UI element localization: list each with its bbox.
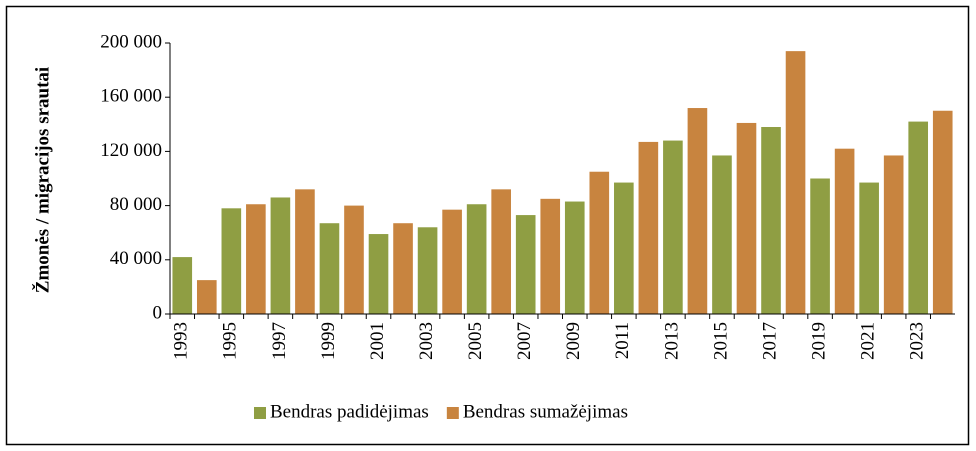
- bar: [589, 171, 610, 314]
- bar: [417, 227, 438, 314]
- bar: [319, 223, 340, 314]
- bar: [761, 127, 781, 314]
- bar: [221, 208, 242, 314]
- y-tick-label: 200 000: [100, 31, 162, 52]
- legend-label: Bendras padidėjimas: [270, 401, 429, 422]
- x-tick-label: 2003: [416, 322, 437, 360]
- y-tick-label: 160 000: [100, 86, 162, 107]
- bar: [932, 110, 953, 314]
- x-tick-label: 2011: [612, 322, 633, 359]
- bar: [540, 198, 561, 314]
- bar: [883, 155, 904, 314]
- legend-swatch: [254, 407, 266, 419]
- x-tick-label: 1995: [220, 322, 241, 360]
- legend-label: Bendras sumažėjimas: [463, 401, 628, 422]
- bar: [736, 122, 757, 314]
- bar: [614, 182, 634, 314]
- y-tick-label: 80 000: [110, 194, 162, 215]
- x-tick-label: 2001: [367, 322, 388, 360]
- bar: [785, 51, 806, 314]
- bar: [859, 182, 879, 314]
- bar: [564, 201, 585, 314]
- bar: [393, 223, 413, 314]
- bar: [834, 148, 855, 314]
- chart-frame: [5, 5, 970, 446]
- bar: [810, 178, 830, 314]
- bar: [491, 189, 511, 314]
- x-tick-label: 2015: [710, 322, 731, 360]
- bar: [246, 204, 266, 314]
- y-tick-label: 120 000: [100, 140, 162, 161]
- bar: [712, 155, 732, 314]
- x-tick-label: 1997: [269, 322, 290, 360]
- x-tick-label: 2023: [907, 322, 928, 360]
- x-tick-label: 1999: [318, 322, 339, 360]
- bar: [442, 209, 462, 314]
- bar: [687, 108, 708, 314]
- x-tick-label: 2013: [661, 322, 682, 360]
- x-tick-label: 2021: [858, 322, 879, 360]
- bar: [368, 234, 389, 314]
- x-tick-label: 2005: [465, 322, 486, 360]
- bar: [466, 204, 487, 314]
- bar: [172, 257, 193, 314]
- bar: [908, 121, 929, 314]
- bar: [515, 215, 536, 314]
- bar: [196, 280, 217, 314]
- bar: [295, 189, 315, 314]
- legend-swatch: [446, 407, 459, 419]
- bar: [663, 140, 683, 314]
- x-tick-label: 2017: [759, 322, 780, 360]
- x-tick-label: 2009: [563, 322, 584, 360]
- x-tick-label: 1993: [171, 322, 192, 360]
- bar: [638, 141, 659, 314]
- y-axis-title: Žmonės / migracijos srautai: [31, 67, 53, 293]
- x-tick-label: 2007: [514, 322, 535, 360]
- y-tick-label: 40 000: [110, 248, 162, 269]
- x-tick-label: 2019: [808, 322, 829, 360]
- y-tick-label: 0: [153, 302, 163, 323]
- bar: [270, 197, 291, 314]
- bar: [344, 205, 364, 314]
